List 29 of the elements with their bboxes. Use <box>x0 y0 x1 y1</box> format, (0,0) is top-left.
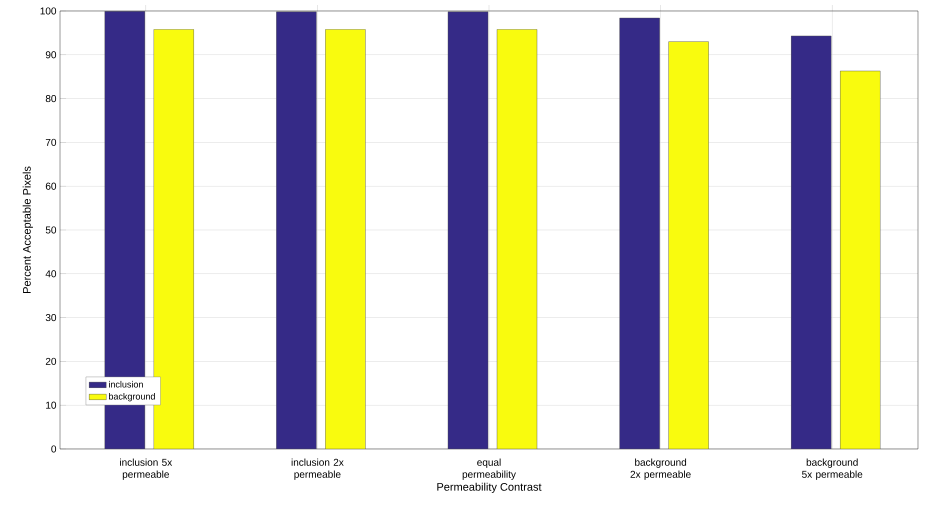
x-tick-label: equal permeability <box>462 458 516 480</box>
y-tick-label: 60 <box>46 182 56 190</box>
bar <box>325 29 366 449</box>
legend-label: background <box>109 392 155 402</box>
bar <box>276 12 317 449</box>
bar <box>619 18 660 449</box>
bar <box>154 29 194 449</box>
y-tick-label: 50 <box>46 226 56 234</box>
x-tick-label: inclusion 2x permeable <box>292 458 344 480</box>
y-tick-label: 90 <box>46 51 56 58</box>
y-tick-label: 10 <box>46 402 56 409</box>
legend-label: inclusion <box>109 380 143 388</box>
x-tick-label: background 5x permeable <box>802 458 862 480</box>
y-tick-label: 80 <box>46 95 56 102</box>
y-tick-label: 20 <box>46 358 56 365</box>
bar <box>668 41 709 449</box>
y-tick-label: 70 <box>46 138 56 146</box>
y-tick-label: 40 <box>46 270 56 278</box>
x-tick-label: background 2x permeable <box>630 458 691 480</box>
x-tick-label: inclusion 5x permeable <box>120 458 172 480</box>
y-axis-title: Percent Acceptable Pixels <box>22 166 33 293</box>
bar <box>840 70 880 449</box>
bar <box>791 36 832 449</box>
y-tick-label: 0 <box>51 445 56 453</box>
x-axis-title: Permeability Contrast <box>437 482 542 493</box>
bar <box>496 29 538 449</box>
y-tick-label: 30 <box>46 314 56 322</box>
y-tick-label: 100 <box>40 7 56 15</box>
bar <box>448 12 488 449</box>
